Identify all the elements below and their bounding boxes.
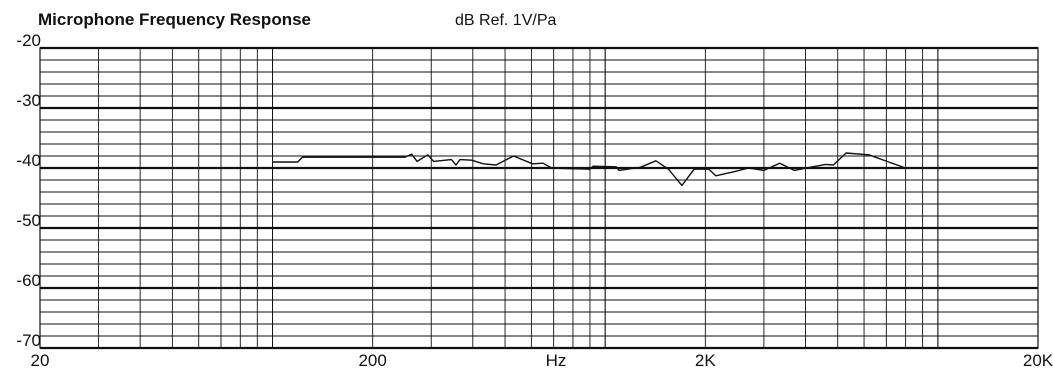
y-axis-ticks: -20 -30 -40 -50 -60 -70: [16, 31, 41, 350]
series-group: [272, 152, 905, 187]
chart-subtitle: dB Ref. 1V/Pa: [455, 12, 556, 29]
x-tick-label: 20: [31, 351, 50, 370]
x-axis-ticks: 20 200 2K 20K: [31, 351, 1053, 370]
y-tick-label: -30: [16, 91, 41, 110]
y-tick-label: -70: [16, 331, 41, 350]
x-axis-label: Hz: [546, 351, 567, 370]
series-line: [272, 152, 905, 187]
y-tick-label: -20: [16, 31, 41, 50]
x-tick-label: 20K: [1023, 351, 1053, 370]
chart-title: Microphone Frequency Response: [38, 10, 311, 29]
plot-frame: [39, 47, 1039, 349]
x-tick-label: 2K: [695, 351, 716, 370]
y-tick-label: -60: [16, 271, 41, 290]
x-tick-label: 200: [358, 351, 386, 370]
y-tick-label: -40: [16, 151, 41, 170]
y-tick-label: -50: [16, 211, 41, 230]
grid: [39, 46, 1039, 350]
